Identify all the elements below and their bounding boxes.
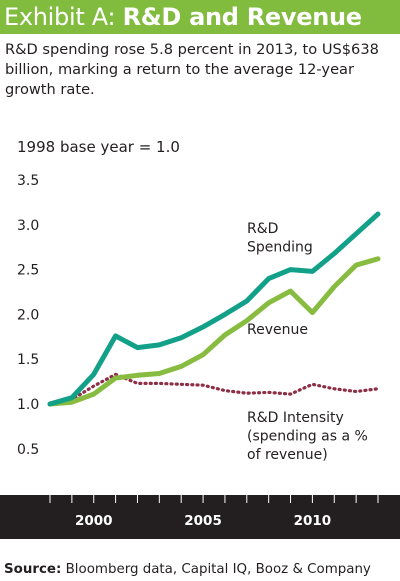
y-axis-ticks: 0.5 1.0 1.5 2.0 2.5 3.0 3.5 bbox=[17, 173, 39, 458]
revenue-label-line: Revenue bbox=[247, 322, 308, 338]
y-tick-label: 1.5 bbox=[17, 352, 39, 368]
title-bar bbox=[0, 0, 400, 34]
rd-spending-label-line: R&D bbox=[247, 221, 278, 237]
y-tick-label: 2.0 bbox=[17, 307, 39, 323]
rd-intensity-label-line: (spending as a % bbox=[247, 429, 368, 445]
x-tick-label: 2010 bbox=[294, 513, 332, 529]
series-lines bbox=[47, 211, 381, 407]
y-tick-label: 3.5 bbox=[17, 173, 39, 189]
rd-spending-label-line: Spending bbox=[247, 240, 313, 256]
y-tick-label: 1.0 bbox=[17, 397, 39, 413]
y-tick-label: 0.5 bbox=[17, 442, 39, 458]
x-axis-ticks: 2000 2005 2010 bbox=[75, 513, 331, 529]
x-axis-band bbox=[0, 495, 400, 539]
rd-intensity-label-line: of revenue) bbox=[247, 447, 328, 463]
y-tick-label: 3.0 bbox=[17, 218, 39, 234]
rd-intensity-line bbox=[48, 372, 380, 406]
y-tick-label: 2.5 bbox=[17, 263, 39, 279]
source-text: Bloomberg data, Capital IQ, Booz & Compa… bbox=[61, 562, 371, 577]
rd-intensity-label-line: R&D Intensity bbox=[247, 410, 344, 426]
rd-spending-line bbox=[47, 211, 381, 407]
title-main: R&D and Revenue bbox=[122, 3, 362, 31]
chart-title: Exhibit A: R&D and Revenue bbox=[4, 1, 362, 33]
base-year-note: 1998 base year = 1.0 bbox=[17, 138, 180, 156]
source-note: Source: Bloomberg data, Capital IQ, Booz… bbox=[4, 561, 371, 579]
x-axis-bar bbox=[0, 495, 400, 539]
x-tick-label: 2005 bbox=[184, 513, 222, 529]
x-tick-label: 2000 bbox=[75, 513, 113, 529]
revenue-line bbox=[47, 256, 381, 407]
series-labels: R&D Spending Revenue R&D Intensity (spending… bbox=[247, 221, 368, 463]
title-prefix: Exhibit A: bbox=[4, 3, 123, 31]
source-label: Source: bbox=[4, 562, 62, 577]
chart-subtitle: R&D spending rose 5.8 percent in 2013, t… bbox=[5, 41, 379, 98]
